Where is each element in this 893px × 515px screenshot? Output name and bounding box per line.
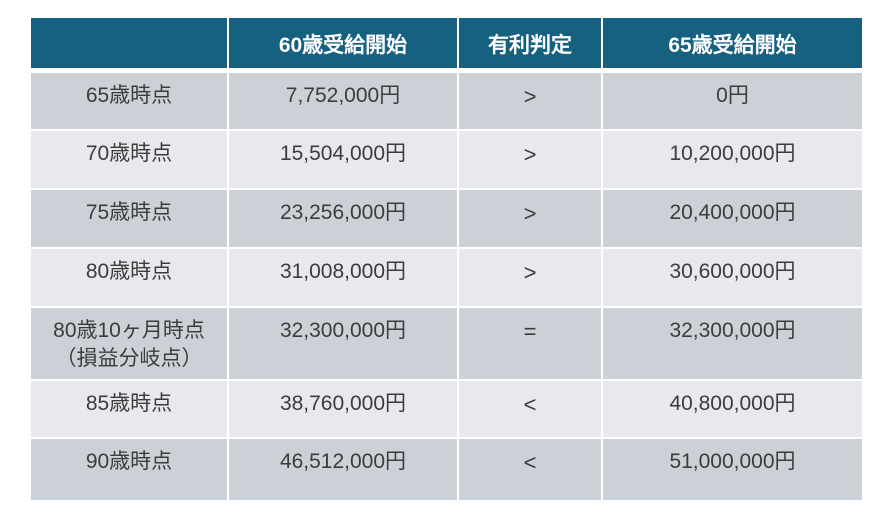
comparator-symbol: < — [523, 392, 537, 417]
cell-start60: 32,300,000円 — [229, 308, 459, 381]
cell-age-label: 85歳時点 — [31, 381, 229, 439]
age-label-text: 80歳10ヶ月時点 — [53, 319, 205, 342]
age-label-text: 80歳時点 — [85, 260, 173, 283]
comparator-symbol: > — [523, 142, 537, 167]
comparator-symbol: < — [523, 450, 537, 475]
header-row: 60歳受給開始 有利判定 65歳受給開始 — [31, 18, 862, 73]
age-label-text: 65歳時点 — [85, 84, 173, 107]
age-label-text: 90歳時点 — [85, 450, 173, 473]
table-body: 65歳時点 7,752,000円 > 0円 70歳時点 15,504,000円 … — [31, 73, 862, 500]
age-label-text: 75歳時点 — [85, 201, 173, 224]
cell-start60: 38,760,000円 — [229, 381, 459, 439]
table-row: 65歳時点 7,752,000円 > 0円 — [31, 73, 862, 131]
table-row: 90歳時点 46,512,000円 < 51,000,000円 — [31, 439, 862, 500]
cell-judgement: < — [459, 439, 603, 500]
cell-judgement: > — [459, 190, 603, 249]
cell-start60: 23,256,000円 — [229, 190, 459, 249]
cell-start60: 7,752,000円 — [229, 73, 459, 131]
table-row: 85歳時点 38,760,000円 < 40,800,000円 — [31, 381, 862, 439]
comparator-symbol: = — [523, 319, 537, 344]
cell-start65: 30,600,000円 — [603, 249, 862, 308]
cell-age-label: 80歳時点 — [31, 249, 229, 308]
table-row-breakeven: 80歳10ヶ月時点 （損益分岐点） 32,300,000円 = 32,300,00… — [31, 308, 862, 381]
cell-judgement: > — [459, 249, 603, 308]
table-row: 80歳時点 31,008,000円 > 30,600,000円 — [31, 249, 862, 308]
cell-age-label: 90歳時点 — [31, 439, 229, 500]
age-label-text: 85歳時点 — [85, 392, 173, 415]
cell-age-label: 80歳10ヶ月時点 （損益分岐点） — [31, 308, 229, 381]
cell-start65: 10,200,000円 — [603, 131, 862, 190]
cell-judgement: > — [459, 73, 603, 131]
cell-start65: 51,000,000円 — [603, 439, 862, 500]
comparator-symbol: > — [523, 201, 537, 226]
cell-start60: 31,008,000円 — [229, 249, 459, 308]
age-label-text: 70歳時点 — [85, 142, 173, 165]
cell-start65: 0円 — [603, 73, 862, 131]
cell-age-label: 75歳時点 — [31, 190, 229, 249]
comparator-symbol: > — [523, 84, 537, 109]
column-header-judgement: 有利判定 — [459, 18, 603, 73]
table-header: 60歳受給開始 有利判定 65歳受給開始 — [31, 18, 862, 73]
table-row: 70歳時点 15,504,000円 > 10,200,000円 — [31, 131, 862, 190]
comparator-symbol: > — [523, 260, 537, 285]
cell-judgement: > — [459, 131, 603, 190]
cell-age-label: 65歳時点 — [31, 73, 229, 131]
age-label-text2: （損益分岐点） — [55, 347, 203, 371]
cell-start65: 20,400,000円 — [603, 190, 862, 249]
column-header-start65: 65歳受給開始 — [603, 18, 862, 73]
column-header-start60: 60歳受給開始 — [229, 18, 459, 73]
column-header-age — [31, 18, 229, 73]
cell-age-label: 70歳時点 — [31, 131, 229, 190]
table-row: 75歳時点 23,256,000円 > 20,400,000円 — [31, 190, 862, 249]
pension-comparison-table: 60歳受給開始 有利判定 65歳受給開始 65歳時点 7,752,000円 > … — [31, 18, 862, 500]
cell-start65: 32,300,000円 — [603, 308, 862, 381]
pension-comparison-table-container: 60歳受給開始 有利判定 65歳受給開始 65歳時点 7,752,000円 > … — [31, 18, 862, 500]
cell-judgement: = — [459, 308, 603, 381]
cell-start60: 15,504,000円 — [229, 131, 459, 190]
cell-start65: 40,800,000円 — [603, 381, 862, 439]
cell-judgement: < — [459, 381, 603, 439]
cell-start60: 46,512,000円 — [229, 439, 459, 500]
